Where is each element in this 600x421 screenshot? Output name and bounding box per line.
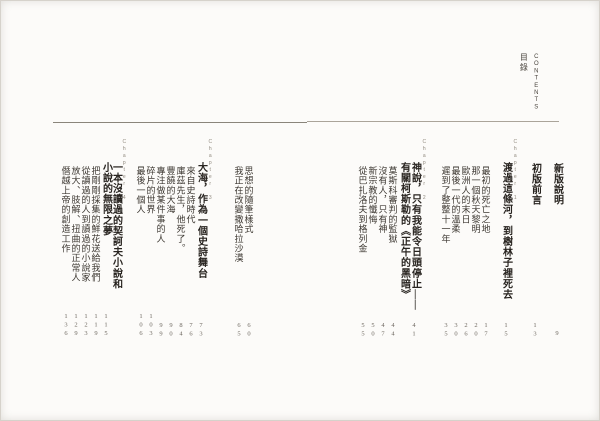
toc-item: 我正在改變撒哈拉沙漠 [233,166,244,263]
toc-item: 從巴扎洛夫到格列金 [357,166,368,254]
page-number: 99 [157,321,165,339]
chapter-title: 小說的無限之夢 [100,162,112,237]
chapter-label: Chapter 4 [121,139,128,202]
page-number: 15 [502,321,510,339]
toc-item: 遲到了整整十一年 [440,166,451,244]
toc-item: 那一個秋天黎明 [470,166,481,234]
page-number: 17 [482,321,490,339]
toc-item: 來自史詩時代 [185,166,196,225]
toc-header-cjk: 目錄 [519,53,529,73]
page-number: 129 [72,313,80,339]
page-number: 103 [147,313,155,339]
page-number: 136 [62,313,70,339]
page-number: 20 [472,321,480,339]
page-number: 35 [442,321,450,339]
chapter-title: 神說，只有我能令日頭停止—— [409,162,421,311]
page-number: 123 [82,313,90,339]
toc-item: 最後一個人 [135,166,146,215]
toc-item: 庫茲先生，他死了。 [175,166,186,254]
chapter-label: Chapter 3 [207,139,214,202]
toc-item: 思想的隨筆樣式 [243,166,254,234]
page-number: 60 [245,321,253,339]
page-number: 41 [410,321,418,339]
toc-item: 僭越上帝的創造工作 [60,166,71,254]
toc-item: 從讀過的人到讀過的小說家 [80,166,91,283]
page-number: 65 [235,321,243,339]
chapter-title: 一本沒讀過的契訶夫小說和 [110,162,122,290]
page-number: 90 [167,321,175,339]
chapter-label: Chapter 2 [421,139,428,202]
front-matter-entry: 新版說明 [551,163,563,206]
toc-item: 歐洲人的末日 [460,166,471,225]
page-number: 119 [92,313,100,339]
page-number: 55 [359,321,367,339]
toc-item: 專注做某件事的人 [155,166,166,244]
toc-item: 豐饒的大海 [165,166,176,215]
toc-item: 最後一代的溫柔 [450,166,461,234]
toc-item: 莫斯科審判的監獄 [387,166,398,244]
toc-header-latin: CONTENTS [533,54,540,112]
page-number: 106 [137,313,145,339]
page-number: 47 [379,321,387,339]
toc-item: 最初的死亡之地 [480,166,491,234]
chapter-title: 渡過這條河，到樹林子裡死去 [500,162,512,300]
header-rule-right [307,121,559,122]
chapter-label: Chapter 1 [512,139,519,202]
chapter-title: 有關柯斯勒的《正午的黑暗》 [398,162,410,300]
page-number: 44 [389,321,397,339]
toc-item: 新宗教的懺悔 [367,166,378,225]
page-number: 50 [369,321,377,339]
toc-item: 把剛剛採集的鮮花送給我們 [90,166,101,283]
page-number: 9 [553,330,561,339]
page-number: 30 [452,321,460,339]
front-matter-entry: 初版前言 [529,163,541,206]
header-rule-left [53,122,307,123]
toc-item: 碎片的世界 [145,166,156,215]
page-number: 73 [197,321,205,339]
page-number: 84 [177,321,185,339]
toc-item: 沒有人，只有神 [377,166,388,234]
chapter-title: 大海，作為一個史詩舞台 [195,162,207,279]
page-number: 76 [187,321,195,339]
toc-item: 放大、肢解、扭曲的正常人 [70,166,81,283]
page-number: 115 [102,313,110,339]
page-number: 13 [531,321,539,339]
page-number: 26 [462,321,470,339]
